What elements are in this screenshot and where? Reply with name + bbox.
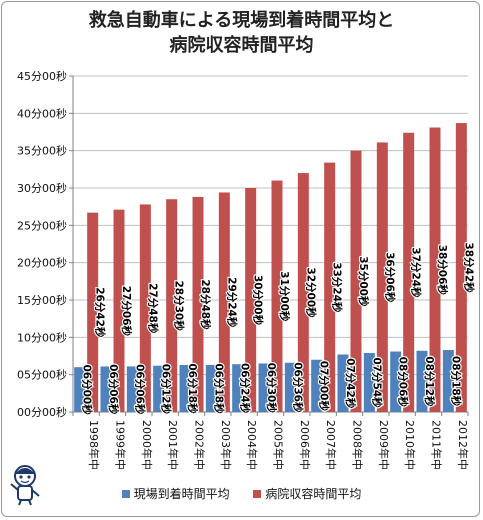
legend-label-hospital: 病院収容時間平均	[265, 487, 362, 501]
bar-arrival	[258, 363, 270, 412]
bar-arrival	[153, 365, 165, 412]
data-label-arrival: 07分00秒	[318, 361, 331, 412]
bar-hospital	[429, 127, 441, 413]
bar-hospital	[139, 204, 151, 412]
data-label-hospital: 33分24秒	[331, 262, 344, 313]
bar-arrival	[363, 353, 375, 412]
bar-hospital	[324, 162, 336, 412]
data-label-hospital: 38分42秒	[462, 242, 475, 293]
data-label-hospital: 28分30秒	[173, 280, 186, 331]
x-category-label: 1999年中	[114, 420, 128, 470]
data-label-hospital: 31分00秒	[278, 271, 291, 322]
legend: 現場到着時間平均 病院収容時間平均	[0, 485, 483, 502]
bar-hospital	[192, 196, 204, 412]
bar-arrival	[74, 367, 86, 412]
legend-item-hospital: 病院収容時間平均	[253, 485, 361, 502]
x-category-label: 2004年中	[245, 420, 259, 470]
bar-arrival	[337, 354, 349, 412]
data-label-arrival: 08分06秒	[397, 357, 410, 408]
bar-arrival	[442, 350, 454, 412]
x-category-label: 2007年中	[324, 420, 338, 470]
x-category-label: 2008年中	[351, 420, 365, 470]
data-label-arrival: 06分30秒	[265, 363, 278, 414]
x-category-label: 1998年中	[87, 420, 101, 470]
bar-hospital	[376, 142, 388, 412]
bar-arrival	[416, 350, 428, 412]
y-tick-label: 45分00秒	[17, 69, 67, 83]
bar-hospital	[218, 192, 230, 412]
x-category-label: 2003年中	[219, 420, 233, 470]
bar-arrival	[232, 364, 244, 412]
bar-arrival	[311, 359, 323, 412]
data-label-hospital: 38分06秒	[436, 245, 449, 296]
x-category-label: 2010年中	[403, 420, 417, 470]
x-category-label: 2012年中	[456, 420, 470, 470]
bar-hospital	[245, 188, 257, 412]
y-tick-label: 25分00秒	[17, 218, 67, 232]
x-category-label: 2002年中	[193, 420, 207, 470]
bar-hospital	[455, 123, 467, 412]
data-label-arrival: 08分12秒	[423, 356, 436, 407]
data-label-hospital: 27分06秒	[120, 286, 133, 337]
data-label-arrival: 06分00秒	[81, 364, 94, 415]
bar-hospital	[271, 180, 283, 412]
x-category-label: 2011年中	[430, 420, 444, 470]
x-category-label: 2009年中	[377, 420, 391, 470]
bar-arrival	[179, 364, 191, 412]
data-label-arrival: 06分06秒	[107, 364, 120, 415]
bar-hospital	[87, 212, 99, 412]
bar-hospital	[113, 209, 125, 412]
x-category-label: 2001年中	[166, 420, 180, 470]
bar-hospital	[350, 150, 362, 412]
chart-title: 救急自動車による現場到着時間平均と 病院収容時間平均	[0, 8, 483, 58]
data-label-arrival: 06分18秒	[186, 363, 199, 414]
data-label-hospital: 37分24秒	[410, 247, 423, 298]
data-label-arrival: 06分12秒	[160, 364, 173, 415]
data-label-hospital: 32分00秒	[304, 267, 317, 318]
x-category-label: 2006年中	[298, 420, 312, 470]
bar-arrival	[284, 362, 296, 412]
bar-hospital	[166, 199, 178, 412]
data-label-hospital: 29分24秒	[225, 277, 238, 328]
bar-arrival	[100, 366, 112, 412]
y-tick-label: 35分00秒	[17, 144, 67, 158]
bar-arrival	[390, 351, 402, 412]
data-label-arrival: 07分54秒	[370, 357, 383, 408]
y-tick-label: 30分00秒	[17, 181, 67, 195]
data-label-arrival: 06分36秒	[291, 362, 304, 413]
data-label-hospital: 26分42秒	[94, 287, 107, 338]
data-label-hospital: 35分00秒	[357, 256, 370, 307]
bar-arrival	[126, 366, 138, 412]
y-tick-label: 15分00秒	[17, 293, 67, 307]
mascot-icon	[10, 465, 40, 506]
chart-title-line-2: 病院収容時間平均	[169, 35, 314, 56]
legend-swatch-hospital	[253, 489, 262, 498]
x-category-label: 2000年中	[140, 420, 154, 470]
data-label-hospital: 36分06秒	[383, 252, 396, 303]
y-tick-label: 00分00秒	[17, 405, 67, 419]
data-label-arrival: 06分18秒	[212, 363, 225, 414]
data-label-arrival: 08分18秒	[449, 356, 462, 407]
data-label-arrival: 07分42秒	[344, 358, 357, 409]
data-label-hospital: 30分00秒	[252, 275, 265, 326]
chart-title-line-1: 救急自動車による現場到着時間平均と	[88, 10, 395, 31]
y-tick-label: 40分00秒	[17, 106, 67, 120]
y-tick-label: 20分00秒	[17, 256, 67, 270]
legend-item-arrival: 現場到着時間平均	[121, 485, 230, 502]
data-label-arrival: 06分06秒	[133, 364, 146, 415]
y-tick-label: 10分00秒	[17, 330, 67, 344]
y-tick-label: 05分00秒	[17, 368, 67, 382]
data-label-hospital: 27分48秒	[146, 283, 159, 334]
legend-label-arrival: 現場到着時間平均	[133, 487, 230, 501]
data-label-arrival: 06分24秒	[239, 363, 252, 414]
bar-hospital	[403, 132, 415, 412]
bar-arrival	[205, 364, 217, 412]
data-label-hospital: 28分48秒	[199, 279, 212, 330]
bar-hospital	[297, 173, 309, 412]
legend-swatch-arrival	[121, 489, 130, 498]
x-category-label: 2005年中	[272, 420, 286, 470]
